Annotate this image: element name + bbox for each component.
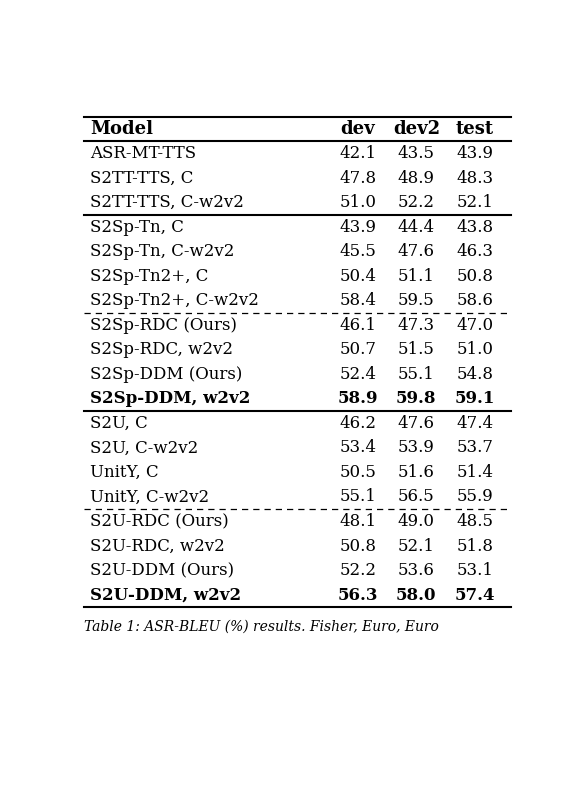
Text: 54.8: 54.8 [456, 366, 494, 383]
Text: S2Sp-RDC (Ours): S2Sp-RDC (Ours) [90, 317, 237, 334]
Text: S2U, C-w2v2: S2U, C-w2v2 [90, 439, 199, 456]
Text: 58.0: 58.0 [396, 587, 437, 603]
Text: 47.8: 47.8 [339, 170, 376, 187]
Text: 52.4: 52.4 [339, 366, 376, 383]
Text: 59.8: 59.8 [396, 390, 437, 408]
Text: 48.9: 48.9 [398, 170, 435, 187]
Text: 46.3: 46.3 [456, 244, 494, 260]
Text: 43.9: 43.9 [456, 145, 494, 162]
Text: 55.9: 55.9 [456, 489, 493, 505]
Text: S2U-DDM (Ours): S2U-DDM (Ours) [90, 562, 234, 579]
Text: 46.2: 46.2 [339, 415, 376, 432]
Text: dev2: dev2 [393, 120, 440, 139]
Text: 51.0: 51.0 [456, 341, 494, 358]
Text: UnitY, C: UnitY, C [90, 464, 159, 481]
Text: 51.6: 51.6 [398, 464, 435, 481]
Text: 53.9: 53.9 [398, 439, 435, 456]
Text: 53.6: 53.6 [398, 562, 435, 579]
Text: 53.4: 53.4 [339, 439, 376, 456]
Text: UnitY, C-w2v2: UnitY, C-w2v2 [90, 489, 209, 505]
Text: 44.4: 44.4 [398, 219, 435, 236]
Text: ASR-MT-TTS: ASR-MT-TTS [90, 145, 197, 162]
Text: S2Sp-DDM, w2v2: S2Sp-DDM, w2v2 [90, 390, 251, 408]
Text: 45.5: 45.5 [339, 244, 376, 260]
Text: Model: Model [90, 120, 154, 139]
Text: 42.1: 42.1 [339, 145, 376, 162]
Text: 51.0: 51.0 [339, 194, 376, 211]
Text: 47.6: 47.6 [398, 244, 435, 260]
Text: S2U, C: S2U, C [90, 415, 148, 432]
Text: S2Sp-Tn, C: S2Sp-Tn, C [90, 219, 184, 236]
Text: S2TT-TTS, C: S2TT-TTS, C [90, 170, 194, 187]
Text: 53.7: 53.7 [456, 439, 494, 456]
Text: 47.3: 47.3 [398, 317, 435, 334]
Text: Table 1: ASR-BLEU (%) results. Fisher, Euro, Euro: Table 1: ASR-BLEU (%) results. Fisher, E… [84, 620, 438, 634]
Text: 47.4: 47.4 [456, 415, 494, 432]
Text: S2Sp-Tn2+, C: S2Sp-Tn2+, C [90, 267, 209, 285]
Text: 57.4: 57.4 [455, 587, 495, 603]
Text: 47.0: 47.0 [456, 317, 494, 334]
Text: 59.1: 59.1 [455, 390, 495, 408]
Text: 50.8: 50.8 [339, 537, 376, 555]
Text: S2Sp-Tn2+, C-w2v2: S2Sp-Tn2+, C-w2v2 [90, 292, 259, 310]
Text: S2Sp-Tn, C-w2v2: S2Sp-Tn, C-w2v2 [90, 244, 235, 260]
Text: 50.8: 50.8 [456, 267, 494, 285]
Text: 43.9: 43.9 [339, 219, 376, 236]
Text: 47.6: 47.6 [398, 415, 435, 432]
Text: 50.7: 50.7 [339, 341, 376, 358]
Text: S2U-RDC, w2v2: S2U-RDC, w2v2 [90, 537, 225, 555]
Text: 51.5: 51.5 [398, 341, 435, 358]
Text: 43.8: 43.8 [456, 219, 494, 236]
Text: 58.6: 58.6 [456, 292, 493, 310]
Text: 46.1: 46.1 [339, 317, 376, 334]
Text: 48.5: 48.5 [456, 513, 494, 530]
Text: 52.2: 52.2 [398, 194, 435, 211]
Text: test: test [456, 120, 494, 139]
Text: 48.3: 48.3 [456, 170, 494, 187]
Text: 58.9: 58.9 [338, 390, 378, 408]
Text: 59.5: 59.5 [398, 292, 435, 310]
Text: 55.1: 55.1 [398, 366, 435, 383]
Text: S2U-DDM, w2v2: S2U-DDM, w2v2 [90, 587, 242, 603]
Text: 48.1: 48.1 [339, 513, 376, 530]
Text: 58.4: 58.4 [339, 292, 376, 310]
Text: 52.2: 52.2 [339, 562, 376, 579]
Text: 50.4: 50.4 [339, 267, 376, 285]
Text: 52.1: 52.1 [456, 194, 494, 211]
Text: 43.5: 43.5 [398, 145, 435, 162]
Text: S2Sp-DDM (Ours): S2Sp-DDM (Ours) [90, 366, 243, 383]
Text: 49.0: 49.0 [398, 513, 435, 530]
Text: 50.5: 50.5 [339, 464, 376, 481]
Text: S2TT-TTS, C-w2v2: S2TT-TTS, C-w2v2 [90, 194, 244, 211]
Text: 51.8: 51.8 [456, 537, 494, 555]
Text: dev: dev [340, 120, 375, 139]
Text: 51.1: 51.1 [398, 267, 435, 285]
Text: S2U-RDC (Ours): S2U-RDC (Ours) [90, 513, 229, 530]
Text: 52.1: 52.1 [398, 537, 435, 555]
Text: 53.1: 53.1 [456, 562, 494, 579]
Text: S2Sp-RDC, w2v2: S2Sp-RDC, w2v2 [90, 341, 234, 358]
Text: 56.5: 56.5 [398, 489, 435, 505]
Text: 55.1: 55.1 [339, 489, 376, 505]
Text: 51.4: 51.4 [456, 464, 494, 481]
Text: 56.3: 56.3 [338, 587, 378, 603]
